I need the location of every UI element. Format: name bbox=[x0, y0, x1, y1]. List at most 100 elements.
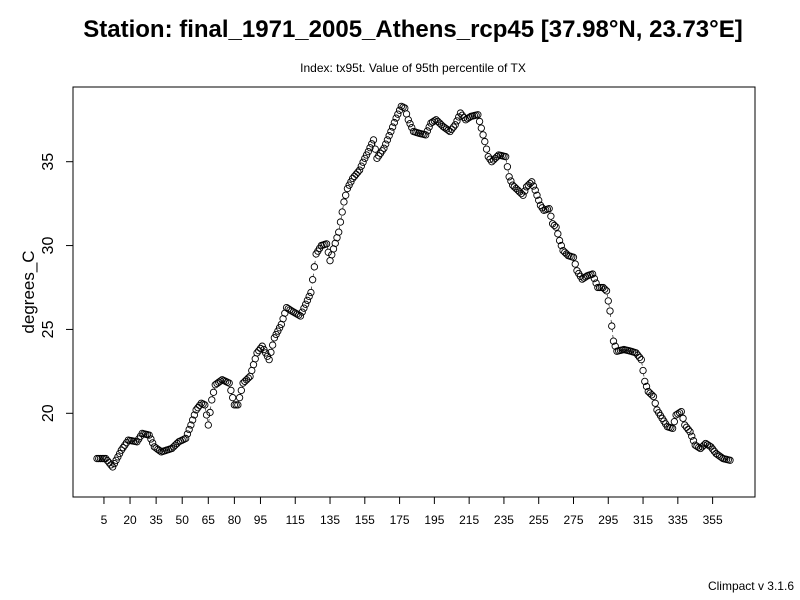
data-point bbox=[446, 127, 454, 136]
data-point bbox=[272, 330, 280, 339]
footer-version: Climpact v 3.1.6 bbox=[708, 579, 794, 593]
data-point bbox=[458, 111, 466, 119]
data-point bbox=[183, 430, 192, 438]
data-point bbox=[114, 453, 122, 461]
data-point bbox=[588, 270, 597, 278]
data-point bbox=[107, 461, 115, 469]
data-point bbox=[352, 170, 360, 178]
data-point bbox=[404, 116, 412, 124]
x-tick-label: 215 bbox=[459, 513, 479, 527]
data-point bbox=[342, 191, 350, 199]
data-point bbox=[268, 341, 277, 349]
data-point bbox=[444, 126, 452, 134]
data-point bbox=[258, 342, 266, 350]
data-point bbox=[547, 212, 555, 220]
data-point bbox=[194, 404, 202, 412]
data-point bbox=[296, 312, 305, 320]
data-point bbox=[336, 218, 345, 226]
data-point bbox=[425, 123, 433, 131]
data-point bbox=[322, 240, 331, 248]
data-point bbox=[155, 446, 164, 455]
data-point bbox=[507, 177, 515, 185]
data-point bbox=[451, 121, 459, 129]
x-tick-label: 155 bbox=[355, 513, 375, 527]
series-segment bbox=[205, 407, 207, 413]
data-point bbox=[249, 361, 258, 369]
data-point bbox=[368, 140, 376, 148]
x-tick-label: 335 bbox=[668, 513, 688, 527]
data-point bbox=[251, 355, 259, 363]
series-segment bbox=[312, 269, 315, 277]
plot-frame bbox=[72, 86, 756, 498]
series-segment bbox=[210, 402, 212, 410]
data-point bbox=[147, 435, 155, 443]
data-point bbox=[649, 392, 658, 401]
data-point bbox=[482, 145, 491, 153]
data-point bbox=[345, 181, 353, 189]
data-point bbox=[456, 109, 465, 117]
data-point bbox=[115, 449, 124, 458]
data-point bbox=[682, 423, 691, 431]
data-point bbox=[634, 351, 642, 359]
data-point bbox=[503, 163, 512, 171]
x-axis: 5 20 35 50 65 80 95 115 135 155 175 195 215 235 255 275… bbox=[101, 497, 723, 527]
series-segment bbox=[338, 224, 341, 230]
data-point bbox=[642, 382, 651, 391]
data-point bbox=[357, 162, 365, 170]
data-point bbox=[206, 408, 214, 417]
data-point bbox=[385, 132, 393, 140]
data-point bbox=[185, 425, 193, 434]
data-point bbox=[707, 443, 715, 451]
y-tick-label: 35 bbox=[40, 153, 57, 171]
data-point bbox=[388, 123, 397, 131]
data-point bbox=[335, 228, 343, 236]
data-point bbox=[192, 406, 200, 414]
data-point bbox=[552, 223, 560, 231]
y-axis-label: degrees_C bbox=[19, 250, 38, 333]
data-point bbox=[679, 414, 687, 422]
data-point bbox=[668, 424, 677, 433]
data-point bbox=[364, 147, 372, 156]
data-point bbox=[293, 310, 301, 318]
data-point bbox=[262, 349, 270, 357]
data-point bbox=[225, 379, 233, 387]
x-tick-label: 115 bbox=[286, 513, 305, 527]
data-point bbox=[635, 353, 644, 362]
data-point bbox=[479, 131, 487, 139]
data-point bbox=[726, 456, 734, 464]
data-point bbox=[550, 221, 559, 230]
data-point bbox=[493, 153, 501, 161]
data-point bbox=[453, 117, 461, 125]
data-point bbox=[465, 113, 473, 122]
data-point bbox=[340, 198, 348, 206]
x-tick-label: 95 bbox=[254, 513, 268, 527]
series-segment bbox=[206, 417, 209, 423]
data-point bbox=[371, 145, 379, 153]
series-segment bbox=[611, 329, 614, 339]
data-point bbox=[535, 196, 543, 204]
data-point bbox=[521, 187, 529, 195]
chart-title: Station: final_1971_2005_Athens_rcp45 [3… bbox=[83, 16, 743, 43]
data-point bbox=[688, 432, 696, 440]
data-point bbox=[110, 459, 119, 468]
data-point bbox=[394, 110, 402, 118]
data-point bbox=[369, 136, 378, 144]
data-point bbox=[338, 208, 346, 216]
x-tick-label: 135 bbox=[320, 513, 340, 527]
data-point bbox=[274, 327, 282, 335]
data-point bbox=[343, 184, 352, 193]
data-point bbox=[267, 348, 275, 357]
data-point bbox=[592, 279, 600, 287]
series-points bbox=[93, 102, 734, 471]
series-segment bbox=[340, 214, 342, 220]
series-segment bbox=[643, 373, 645, 379]
x-tick-label: 315 bbox=[633, 513, 653, 527]
y-tick-label: 30 bbox=[40, 237, 57, 255]
data-point bbox=[475, 117, 484, 126]
data-point bbox=[350, 172, 359, 181]
data-point bbox=[208, 396, 216, 404]
data-point bbox=[355, 166, 364, 174]
data-point bbox=[554, 230, 562, 238]
data-point bbox=[361, 154, 369, 163]
